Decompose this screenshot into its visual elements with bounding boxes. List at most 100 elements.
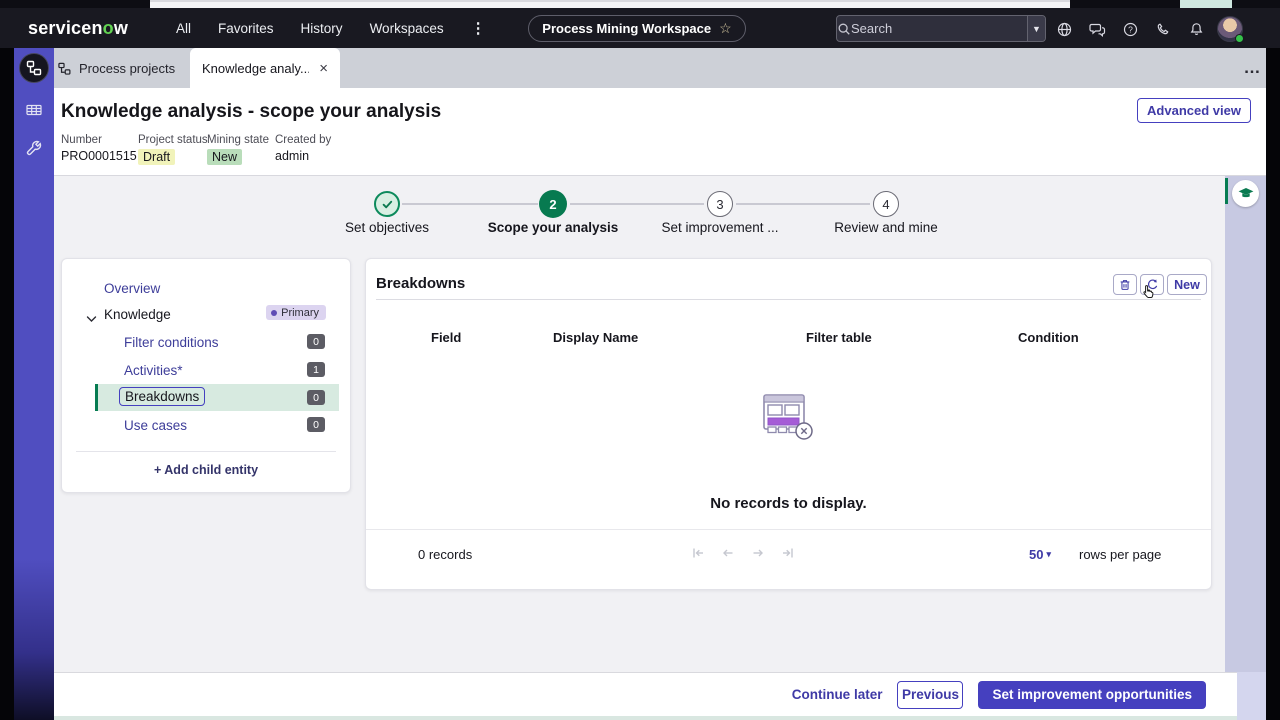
empty-table-illustration — [758, 391, 818, 448]
refresh-button[interactable] — [1140, 274, 1164, 295]
chat-icon[interactable] — [1085, 17, 1109, 41]
rows-per-page-select[interactable]: 50 ▾ — [1029, 547, 1051, 562]
guided-learning-button[interactable] — [1232, 180, 1259, 207]
globe-icon[interactable] — [1052, 17, 1076, 41]
phone-icon[interactable] — [1151, 17, 1175, 41]
next-page-icon[interactable] — [749, 545, 767, 563]
bell-icon[interactable] — [1184, 17, 1208, 41]
graduation-cap-icon — [1238, 187, 1253, 197]
star-icon[interactable]: ☆ — [719, 20, 732, 36]
column-header-filter-table: Filter table — [806, 330, 872, 345]
tab-bar: Process projects Knowledge analy... × … — [0, 48, 1280, 88]
browser-edge-teal — [1180, 0, 1232, 8]
tab-process-projects-label: Process projects — [79, 60, 176, 76]
step-connector — [736, 203, 870, 205]
tour-indicator-bar — [1225, 178, 1228, 204]
nav-favorites[interactable]: Favorites — [218, 20, 274, 36]
count-badge-use-cases: 0 — [307, 417, 325, 432]
last-page-icon[interactable] — [779, 545, 797, 563]
svg-text:?: ? — [1128, 24, 1133, 34]
search-icon — [837, 16, 851, 41]
primary-badge-label: Primary — [281, 306, 319, 319]
primary-dot-icon — [271, 309, 278, 316]
first-page-icon[interactable] — [689, 545, 707, 563]
logo-accent-o: o — [102, 17, 114, 38]
tab-overflow-icon[interactable]: … — [1238, 48, 1266, 88]
tree-item-breakdowns[interactable]: Breakdowns — [119, 387, 206, 406]
status-dot — [1235, 34, 1244, 43]
header-icons: ? — [1052, 16, 1244, 43]
column-header-display-name: Display Name — [553, 330, 639, 345]
count-badge-breakdowns: 0 — [307, 390, 325, 405]
content-area: 2 3 4 Set objectives Scope your analysis… — [54, 176, 1225, 672]
caret-down-small-icon: ▾ — [1046, 549, 1051, 559]
tree-item-use-cases[interactable]: Use cases — [124, 418, 188, 433]
workspace-logo-icon[interactable] — [19, 53, 49, 83]
caret-down-icon: ▼ — [1032, 23, 1041, 34]
meta-created-by: Created by admin — [275, 134, 331, 163]
workspace-pill-label: Process Mining Workspace — [542, 21, 712, 36]
rows-per-page-label: rows per page — [1079, 547, 1162, 562]
entity-tree-panel: Overview Knowledge Primary Filter condit… — [61, 258, 351, 493]
delete-button[interactable] — [1113, 274, 1137, 295]
step-2-indicator[interactable]: 2 — [539, 190, 567, 218]
step-connector — [570, 203, 704, 205]
workspace-pill[interactable]: Process Mining Workspace ☆ — [528, 15, 746, 42]
tree-item-knowledge[interactable]: Knowledge — [104, 307, 171, 322]
tree-item-activities[interactable]: Activities* — [124, 363, 183, 378]
kebab-menu-icon[interactable]: ⋮ — [470, 20, 486, 37]
empty-message: No records to display. — [710, 495, 867, 512]
page-title: Knowledge analysis - scope your analysis — [61, 101, 442, 122]
process-projects-tab-icon — [58, 62, 71, 75]
meta-project-status: Project status Draft — [138, 134, 208, 165]
global-nav: All Favorites History Workspaces ⋮ — [176, 8, 486, 48]
set-improvement-opportunities-button[interactable]: Set improvement opportunities — [978, 680, 1206, 709]
help-icon[interactable]: ? — [1118, 17, 1142, 41]
search-input[interactable] — [851, 16, 1027, 41]
new-button[interactable]: New — [1167, 274, 1207, 295]
global-header: servicen o w All Favorites History Workspa… — [0, 8, 1280, 48]
step-3-indicator[interactable]: 3 — [707, 191, 733, 217]
nav-history[interactable]: History — [300, 20, 343, 36]
advanced-view-button[interactable]: Advanced view — [1137, 98, 1251, 123]
servicenow-logo[interactable]: servicen o w — [28, 8, 128, 48]
meta-mining-state: Mining state New — [207, 134, 269, 165]
user-avatar[interactable] — [1217, 16, 1244, 43]
wrench-icon[interactable] — [22, 136, 46, 160]
step-1-label: Set objectives — [344, 220, 430, 235]
chevron-down-icon[interactable] — [86, 310, 97, 328]
action-bar: Continue later Previous Set improvement … — [54, 672, 1237, 716]
previous-page-icon[interactable] — [719, 545, 737, 563]
selected-indicator-bar — [95, 384, 98, 411]
tab-knowledge-analysis-label: Knowledge analy... — [202, 60, 310, 76]
tree-item-breakdowns-row[interactable]: Breakdowns — [95, 384, 339, 411]
logo-text-end: w — [113, 17, 129, 38]
grid-icon[interactable] — [22, 98, 46, 122]
tab-process-projects[interactable]: Process projects — [58, 48, 175, 88]
refresh-icon — [1147, 278, 1158, 289]
tree-divider — [76, 451, 336, 452]
meta-number-label: Number — [61, 134, 102, 146]
search-dropdown-button[interactable]: ▼ — [1027, 16, 1045, 41]
step-4-label: Review and mine — [834, 220, 938, 235]
add-child-entity-button[interactable]: + Add child entity — [62, 463, 350, 477]
rows-per-page-value: 50 — [1029, 547, 1044, 562]
tab-close-icon[interactable]: × — [319, 59, 328, 77]
bottom-edge-line — [54, 716, 1237, 720]
previous-button[interactable]: Previous — [897, 680, 964, 709]
utility-rail-corner — [1237, 672, 1266, 720]
browser-edge-light — [150, 0, 1070, 8]
continue-later-button[interactable]: Continue later — [791, 687, 883, 702]
tree-item-overview[interactable]: Overview — [104, 281, 161, 296]
browser-edge-strip — [0, 0, 1280, 8]
tab-knowledge-analysis[interactable]: Knowledge analy... × — [190, 48, 340, 88]
step-4-indicator[interactable]: 4 — [873, 191, 899, 217]
step-1-indicator[interactable] — [374, 191, 400, 217]
trash-icon — [1120, 279, 1130, 290]
page-header: Knowledge analysis - scope your analysis… — [54, 88, 1266, 176]
breakdowns-card: Breakdowns New Field Display Name Filter… — [365, 258, 1212, 590]
nav-all[interactable]: All — [176, 20, 192, 36]
tree-item-filter-conditions[interactable]: Filter conditions — [124, 335, 219, 350]
nav-workspaces[interactable]: Workspaces — [369, 20, 444, 36]
